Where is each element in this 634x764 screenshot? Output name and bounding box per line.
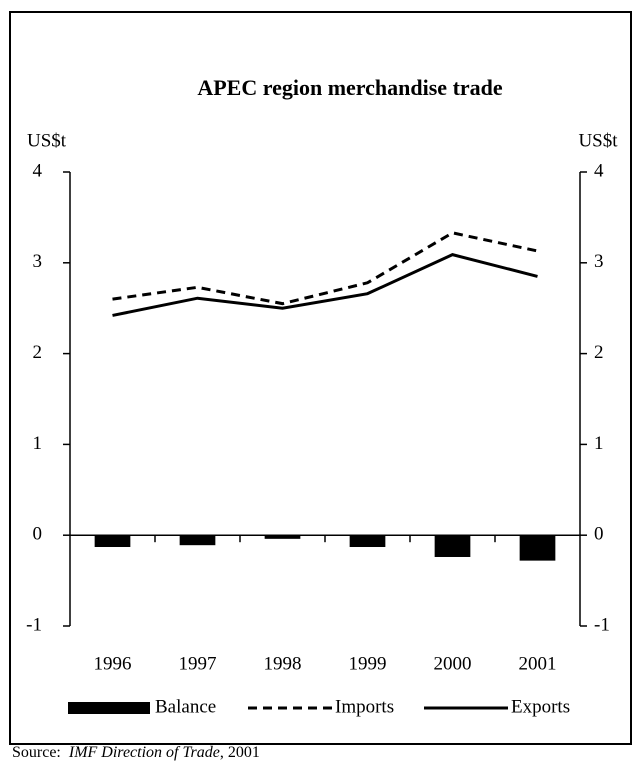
bar <box>434 535 471 557</box>
y-tick-label: 0 <box>33 524 43 545</box>
line <box>112 231 538 306</box>
y2-tick-label: 2 <box>594 342 604 363</box>
line <box>112 253 538 317</box>
y2-tick-label: 1 <box>594 433 604 454</box>
legend-label: Exports <box>511 696 570 717</box>
x-tick-label: 1998 <box>264 653 302 674</box>
bar <box>179 535 216 546</box>
y2-tick-label: 0 <box>594 524 604 545</box>
source-prefix: Source: <box>12 744 61 761</box>
bar <box>264 535 301 539</box>
y-tick-label: 3 <box>33 251 43 272</box>
y2-tick-label: 4 <box>594 160 604 181</box>
y-tick-label: 4 <box>33 160 43 181</box>
source: Source: IMF Direction of Trade, 2001 <box>12 744 260 761</box>
legend-label: Balance <box>155 696 216 717</box>
bar <box>519 535 556 561</box>
y2-axis-label: US$t <box>578 130 618 151</box>
legend-swatch <box>68 702 150 714</box>
y2-tick-label: 3 <box>594 251 604 272</box>
bar <box>94 535 131 548</box>
x-tick-label: 1997 <box>179 653 217 674</box>
y-tick-label: 1 <box>33 433 43 454</box>
y-tick-label: -1 <box>26 614 42 635</box>
chart-title: APEC region merchandise trade <box>197 75 503 100</box>
y-tick-label: 2 <box>33 342 43 363</box>
x-tick-label: 1996 <box>94 653 132 674</box>
bar <box>349 535 386 548</box>
legend-label: Imports <box>335 696 394 717</box>
y-axis-label: US$t <box>27 130 67 151</box>
y2-tick-label: -1 <box>594 614 610 635</box>
x-tick-label: 2000 <box>434 653 472 674</box>
source-suffix: , 2001 <box>220 744 260 761</box>
x-tick-label: 2001 <box>519 653 557 674</box>
frame <box>9 11 632 745</box>
x-tick-label: 1999 <box>349 653 387 674</box>
source-title: IMF Direction of Trade <box>68 744 220 761</box>
